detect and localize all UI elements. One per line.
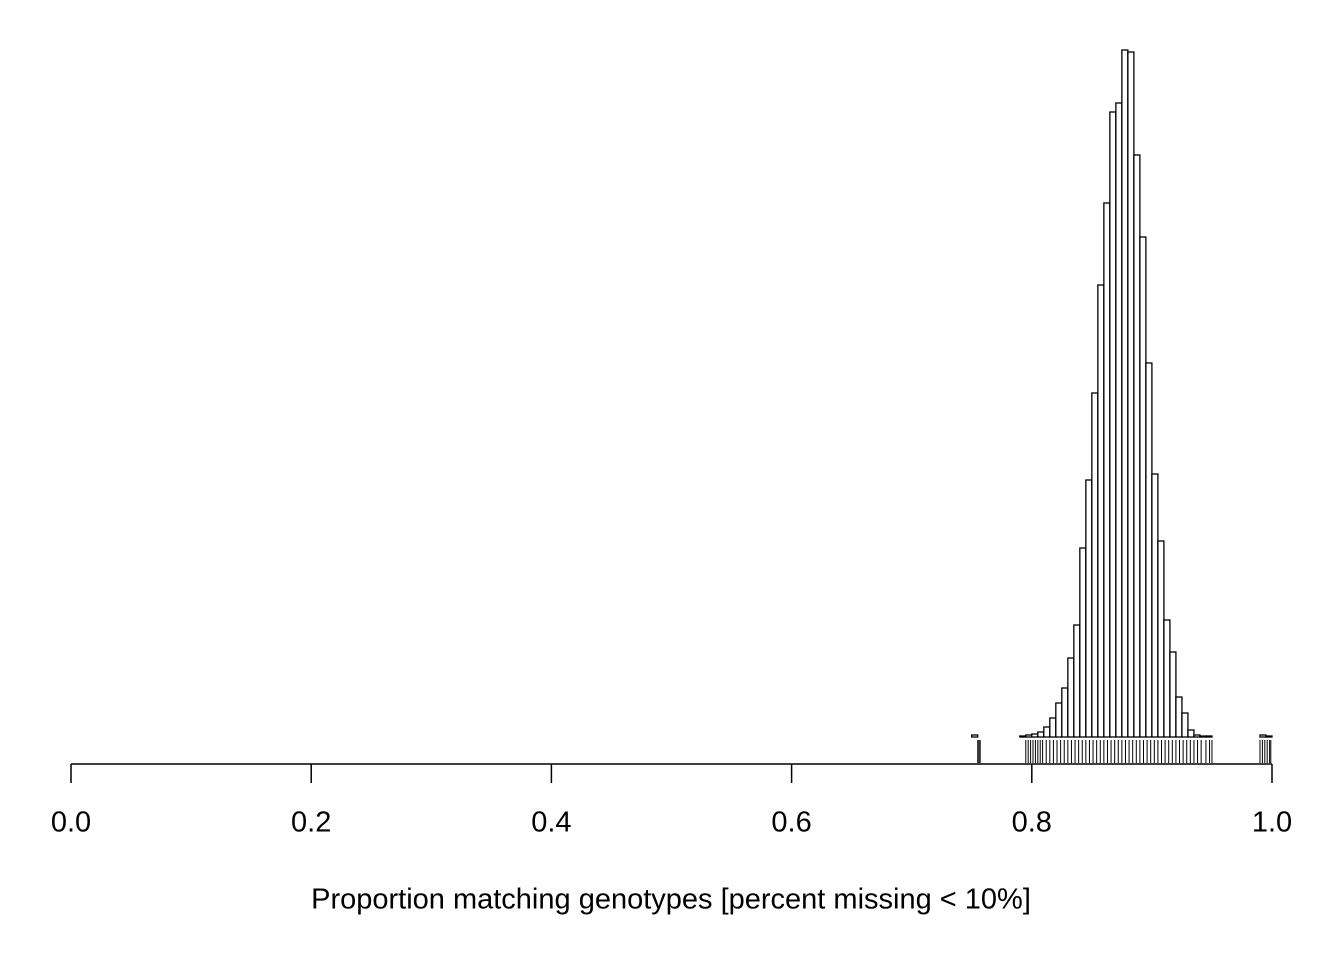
bar [1121, 49, 1129, 738]
bar [1019, 735, 1027, 738]
x-axis-label: Proportion matching genotypes [percent m… [311, 884, 1031, 916]
bar [1049, 717, 1057, 738]
bar [1103, 202, 1111, 738]
bar [1187, 729, 1195, 738]
bar [1037, 731, 1045, 738]
bar [1163, 619, 1171, 738]
bar [1055, 702, 1063, 738]
bar [1115, 102, 1123, 738]
bar [971, 734, 979, 738]
x-tick-label: 0.8 [1012, 807, 1052, 839]
bar [1079, 547, 1087, 738]
bar [1109, 111, 1117, 738]
bar [1097, 284, 1105, 738]
bar [1205, 735, 1213, 738]
bar [1175, 696, 1183, 738]
bar [1181, 712, 1189, 738]
bar [1169, 651, 1177, 738]
bar [1151, 473, 1159, 738]
bar [1061, 687, 1069, 738]
bar [1133, 154, 1141, 738]
x-tick-label: 0.4 [531, 807, 571, 839]
bar [1265, 735, 1273, 738]
bar [1025, 734, 1033, 738]
bar [1127, 51, 1135, 738]
bar [1199, 735, 1207, 738]
bar [1157, 540, 1165, 738]
bar [1259, 734, 1267, 738]
bar [1043, 726, 1051, 738]
bar [1145, 362, 1153, 738]
bar [1085, 479, 1093, 738]
bar [1031, 733, 1039, 738]
bar [1067, 657, 1075, 738]
x-tick-label: 1.0 [1252, 807, 1292, 839]
bar [1139, 236, 1147, 738]
bar [1091, 392, 1099, 738]
x-tick-label: 0.6 [771, 807, 811, 839]
x-tick-label: 0.0 [51, 807, 91, 839]
bar [1073, 624, 1081, 738]
x-tick-label: 0.2 [291, 807, 331, 839]
bar [1193, 734, 1201, 738]
